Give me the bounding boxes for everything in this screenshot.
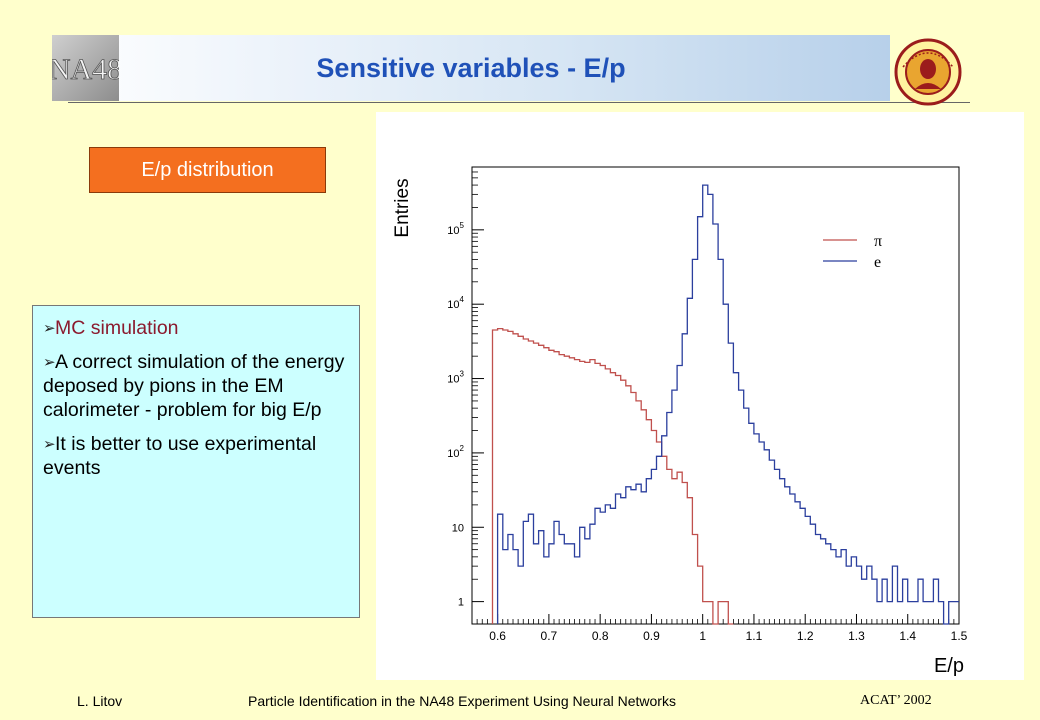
bullet-text: It is better to use experimental events: [43, 433, 317, 479]
bullet-text: A correct simulation of the energy depos…: [43, 351, 345, 421]
histogram-series-e: [496, 184, 959, 625]
x-tick-label: 0.6: [489, 629, 506, 643]
y-tick-label: 10: [452, 522, 464, 534]
y-tick-label: 1: [458, 597, 464, 609]
ep-distribution-label: E/p distribution: [89, 147, 326, 193]
na48-logo-text: NA48: [52, 53, 119, 86]
bullet-item: ➢ A correct simulation of the energy dep…: [43, 350, 351, 422]
arrow-bullet-icon: ➢: [43, 354, 56, 371]
bullet-text: MC simulation: [55, 317, 179, 339]
y-tick-label: 104: [447, 295, 464, 311]
arrow-bullet-icon: ➢: [43, 436, 56, 453]
x-tick-label: 1: [699, 629, 706, 643]
x-tick-label: 1.5: [951, 629, 968, 643]
x-tick-label: 0.9: [643, 629, 660, 643]
plot-frame: [471, 166, 960, 625]
page-title: Sensitive variables - E/p: [316, 53, 626, 83]
arrow-bullet-icon: ➢: [43, 320, 56, 337]
footer-title: Particle Identification in the NA48 Expe…: [248, 693, 676, 709]
footer-conference: ACAT’ 2002: [860, 693, 932, 708]
bullet-item: ➢ It is better to use experimental event…: [43, 432, 351, 480]
title-bar: [52, 35, 890, 101]
y-tick-label: 103: [447, 370, 464, 386]
x-tick-label: 1.2: [797, 629, 814, 643]
x-tick-label: 0.8: [592, 629, 609, 643]
y-axis-label: Entries: [392, 178, 413, 237]
university-seal-icon: [894, 38, 962, 106]
notes-box: ➢ MC simulation ➢ A correct simulation o…: [32, 305, 360, 618]
legend-label: π: [874, 233, 882, 250]
x-axis-label: E/p: [934, 655, 964, 677]
x-tick-label: 1.3: [848, 629, 865, 643]
x-tick-label: 1.1: [746, 629, 763, 643]
y-tick-label: 102: [447, 444, 464, 460]
x-tick-label: 0.7: [541, 629, 558, 643]
y-tick-label: 105: [447, 221, 464, 237]
bullet-item: ➢ MC simulation: [43, 316, 351, 340]
header-divider: [68, 102, 970, 103]
legend-label: e: [874, 254, 881, 271]
footer-author: L. Litov: [77, 693, 123, 709]
histogram-series-pi: [491, 327, 734, 625]
ep-histogram: 0.6 0.7 0.8 0.9 1 1.1 1.2 1.3 1.4 1.5 1 10 102 103 104…: [392, 166, 968, 677]
chart-panel: 0.6 0.7 0.8 0.9 1 1.1 1.2 1.3 1.4 1.5 1 10 102 103 104…: [376, 112, 1024, 680]
x-tick-label: 1.4: [899, 629, 916, 643]
na48-logo: NA48: [52, 35, 119, 101]
